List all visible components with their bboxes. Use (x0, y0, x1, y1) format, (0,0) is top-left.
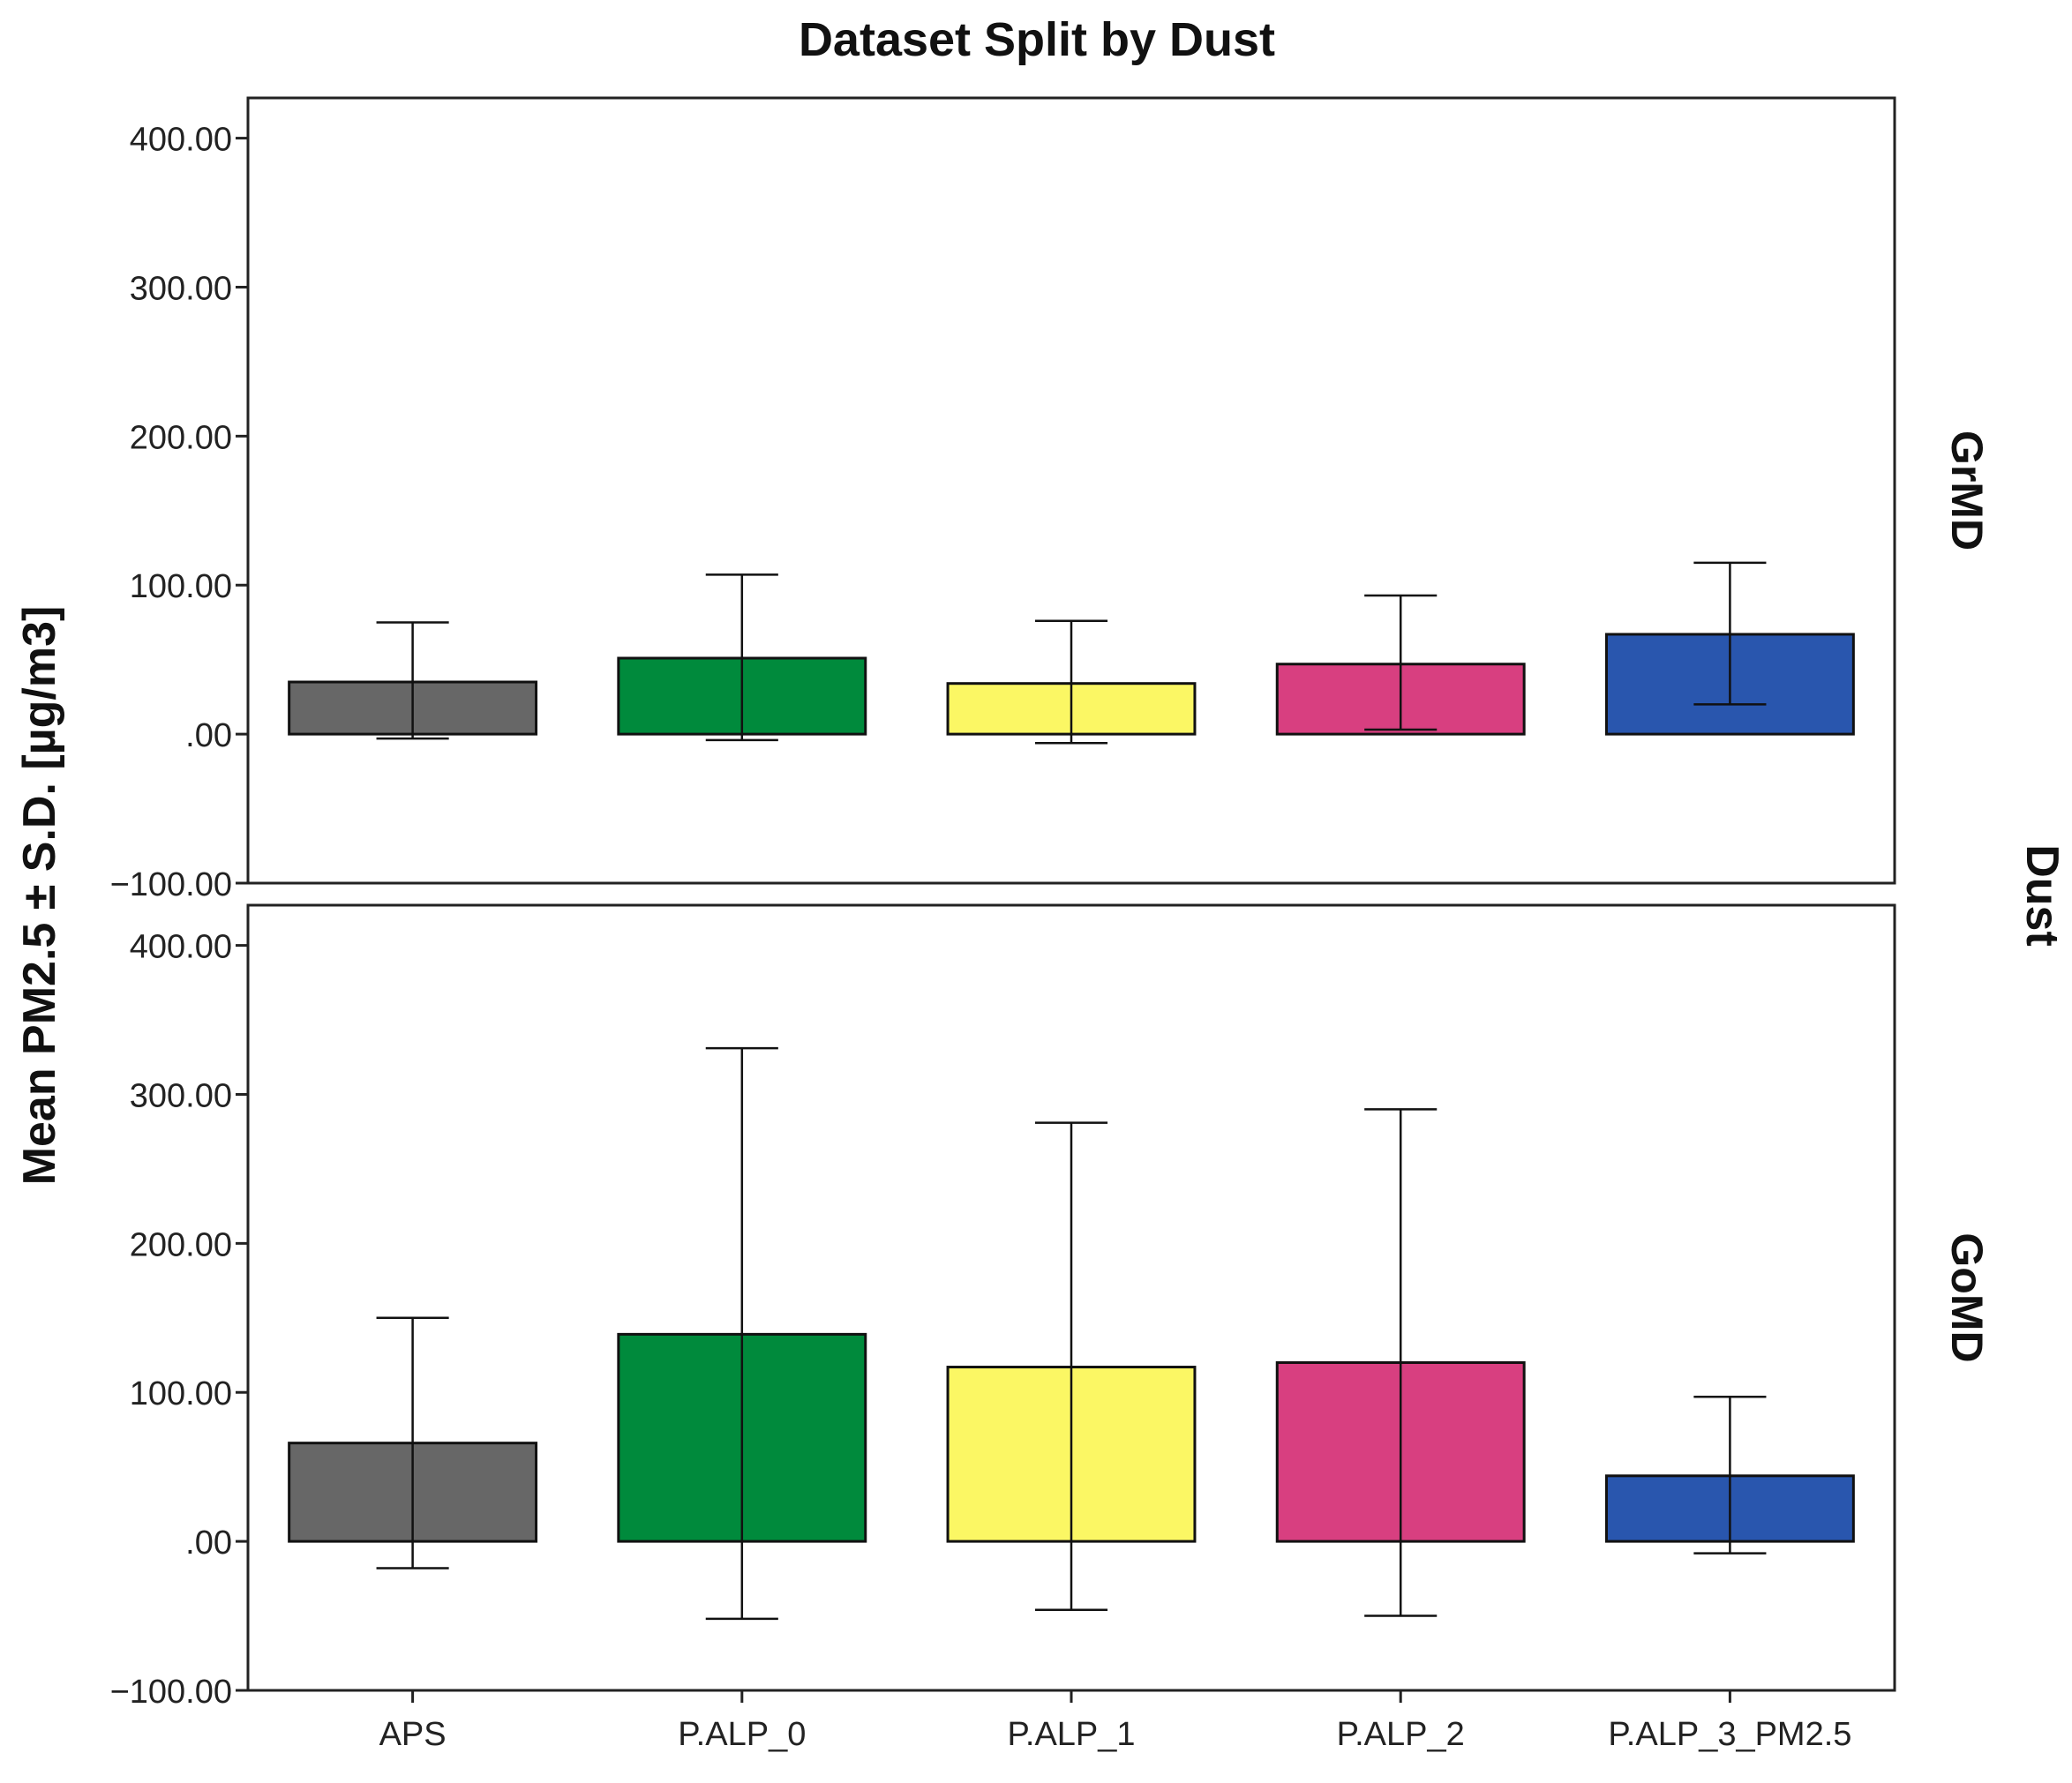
x-tick-label: P.ALP_2 (1337, 1716, 1465, 1753)
y-tick-label: −100.00 (110, 866, 232, 903)
y-tick-label: 200.00 (130, 1226, 232, 1263)
y-tick-label: .00 (185, 1525, 232, 1562)
panel-label-gomd: GoMD (1942, 1232, 1992, 1362)
y-tick-label: 300.00 (130, 270, 232, 307)
x-tick-label: P.ALP_1 (1007, 1716, 1135, 1753)
chart-panel-gomd: 400.00 300.00 200.00 100.00 .00 −100.00 APS P.A… (110, 903, 1992, 1753)
x-tick-label: P.ALP_0 (678, 1716, 806, 1753)
panel-frame (246, 96, 1896, 885)
y-tick-label: 100.00 (130, 1375, 232, 1412)
panel-label-grmd: GrMD (1942, 431, 1992, 551)
x-tick-label: APS (379, 1716, 447, 1753)
y-tick-label: 400.00 (130, 929, 232, 966)
x-tick-label: P.ALP_3_PM2.5 (1608, 1716, 1851, 1753)
y-tick-label: 100.00 (130, 568, 232, 605)
panel-group-label: Dust (2016, 844, 2068, 947)
chart-title: Dataset Split by Dust (799, 13, 1275, 66)
y-tick-label: 400.00 (130, 122, 232, 159)
y-tick-label: 300.00 (130, 1077, 232, 1114)
y-tick-label: −100.00 (110, 1674, 232, 1711)
y-tick-label: .00 (185, 717, 232, 754)
y-axis-label: Mean PM2.5 ± S.D. [µg/m3] (14, 606, 65, 1186)
y-tick-label: 200.00 (130, 419, 232, 456)
chart-panel-grmd: 400.00 300.00 200.00 100.00 .00 −100.00 GrMD (110, 96, 1992, 903)
